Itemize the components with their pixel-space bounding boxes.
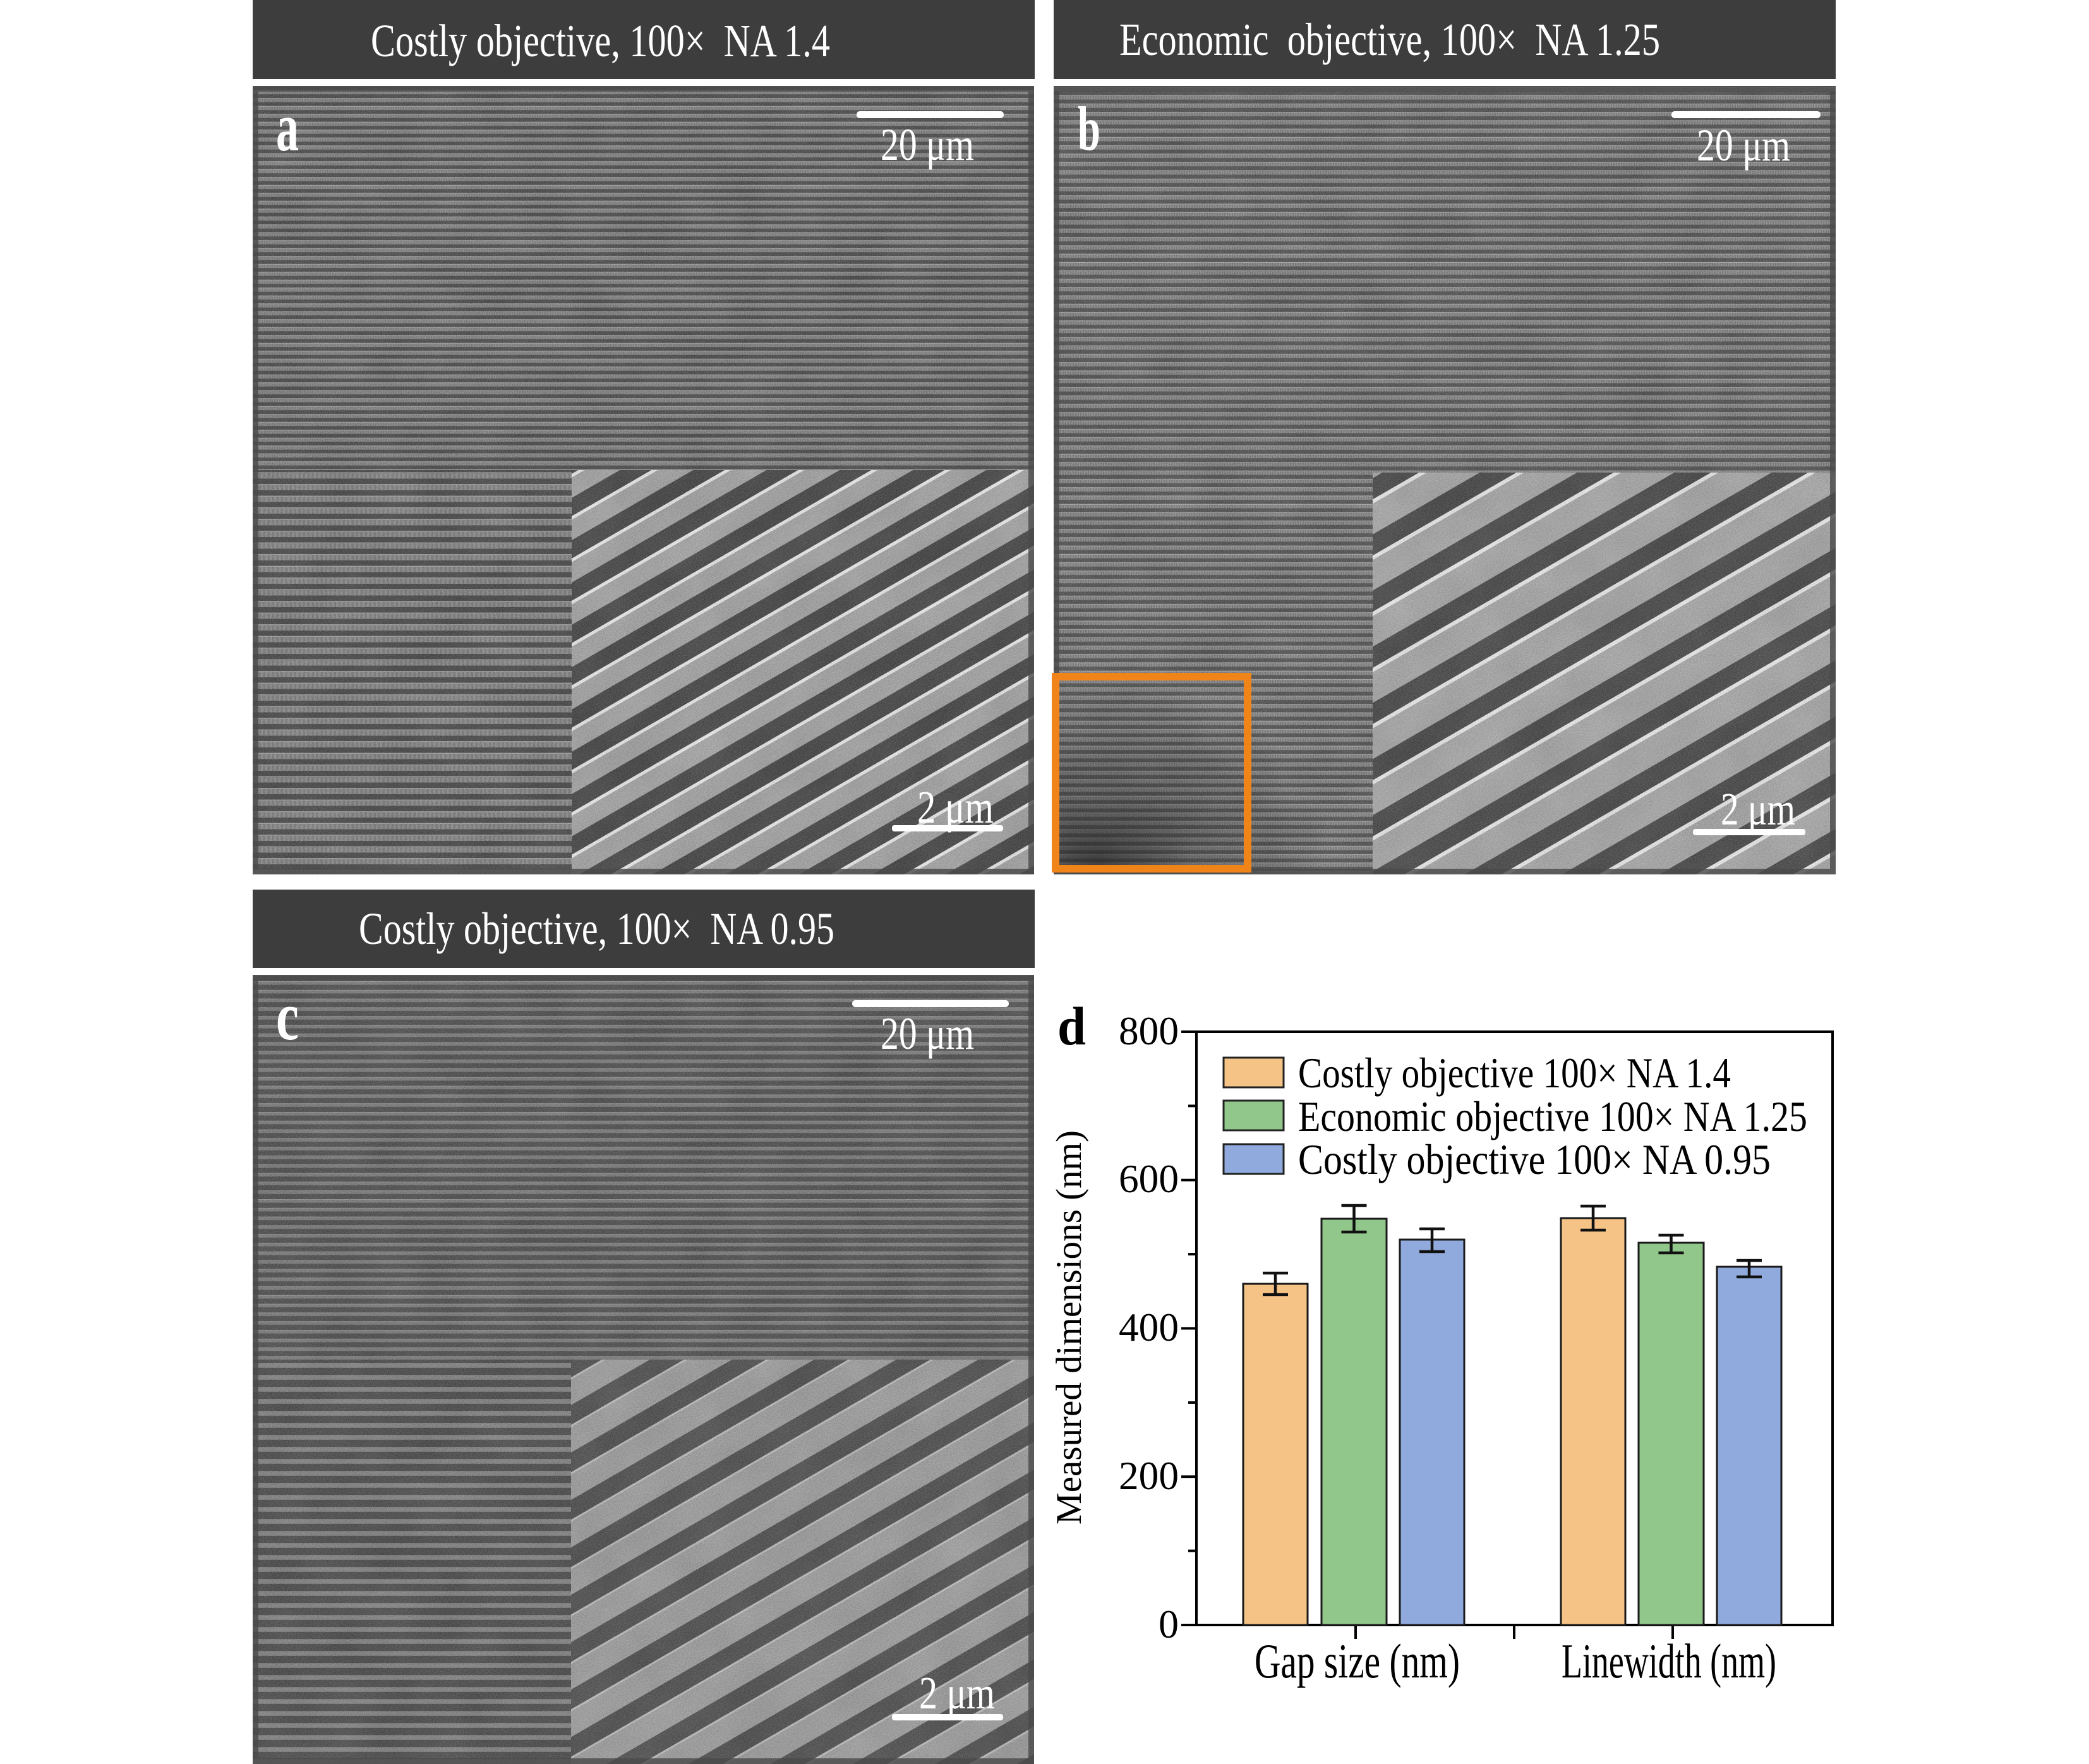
svg-text:200: 200 <box>1119 1453 1179 1498</box>
svg-text:20 μm: 20 μm <box>1697 120 1790 171</box>
svg-text:Costly objective 100× NA 0.95: Costly objective 100× NA 0.95 <box>1298 1135 1771 1183</box>
svg-text:Costly objective, 100× NA 0.9: Costly objective, 100× NA 0.95 <box>359 903 834 954</box>
svg-text:20 μm: 20 μm <box>881 119 974 170</box>
svg-text:b: b <box>1078 94 1100 164</box>
svg-text:c: c <box>276 978 299 1054</box>
svg-text:a: a <box>276 89 299 166</box>
svg-text:Measured dimensions (nm): Measured dimensions (nm) <box>1049 1130 1089 1525</box>
svg-text:d: d <box>1057 996 1086 1056</box>
svg-text:600: 600 <box>1119 1156 1179 1201</box>
svg-text:Gap size (nm): Gap size (nm) <box>1255 1634 1460 1688</box>
svg-text:2 μm: 2 μm <box>917 782 994 833</box>
svg-text:Linewidth (nm): Linewidth (nm) <box>1562 1634 1776 1688</box>
svg-text:400: 400 <box>1119 1305 1179 1350</box>
svg-text:20 μm: 20 μm <box>881 1008 974 1059</box>
svg-text:Economic objective 100× NA 1.2: Economic objective 100× NA 1.25 <box>1298 1092 1807 1140</box>
svg-text:Economic objective, 100× NA: Economic objective, 100× NA 1.25 <box>1119 14 1660 65</box>
svg-text:Costly objective 100× NA 1.4: Costly objective 100× NA 1.4 <box>1298 1049 1731 1097</box>
svg-text:800: 800 <box>1119 1008 1179 1053</box>
svg-text:2 μm: 2 μm <box>1721 783 1795 835</box>
svg-text:2 μm: 2 μm <box>919 1667 995 1719</box>
svg-text:0: 0 <box>1159 1602 1179 1646</box>
svg-text:Costly objective, 100× NA 1.4: Costly objective, 100× NA 1.4 <box>371 15 830 66</box>
